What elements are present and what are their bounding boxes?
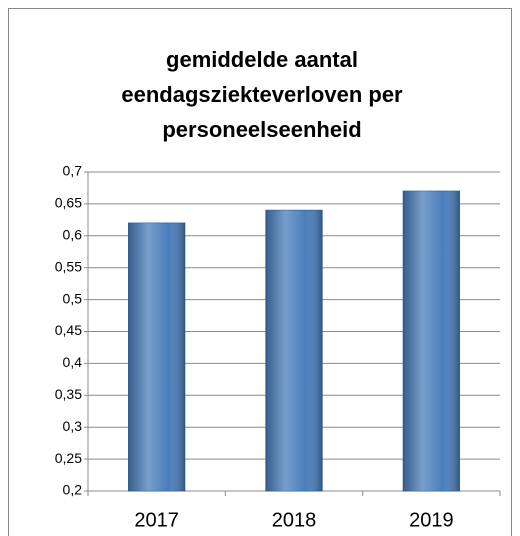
y-tick-label: 0,2 bbox=[63, 482, 83, 498]
bar-shading bbox=[265, 210, 323, 491]
y-tick-label: 0,3 bbox=[63, 418, 83, 434]
y-tick-label: 0,65 bbox=[55, 195, 82, 211]
x-tick-label: 2017 bbox=[134, 509, 179, 531]
y-tick-label: 0,5 bbox=[63, 290, 83, 306]
y-tick-label: 0,6 bbox=[63, 227, 83, 243]
bar-shading bbox=[128, 223, 185, 492]
y-tick-label: 0,4 bbox=[63, 354, 83, 370]
bar-shading bbox=[403, 191, 460, 491]
x-tick-label: 2019 bbox=[409, 509, 454, 531]
y-tick-label: 0,55 bbox=[55, 258, 82, 274]
x-tick-label: 2018 bbox=[272, 509, 317, 531]
y-tick-label: 0,35 bbox=[55, 386, 82, 402]
y-tick-label: 0,25 bbox=[55, 450, 82, 466]
chart-title: gemiddelde aantal eendagsziekteverloven … bbox=[121, 47, 403, 142]
y-tick-label: 0,45 bbox=[55, 322, 82, 338]
y-tick-label: 0,7 bbox=[63, 163, 83, 179]
